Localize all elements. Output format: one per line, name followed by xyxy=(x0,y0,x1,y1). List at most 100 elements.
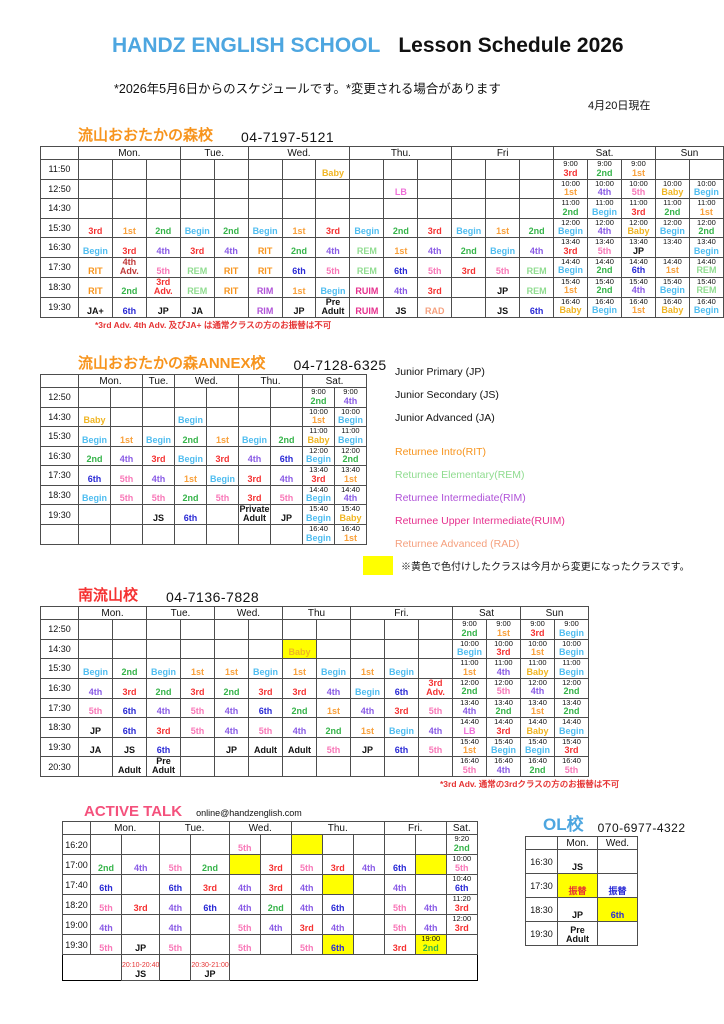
schedule-cell: 14:40 Begin xyxy=(302,484,335,505)
schedule-cell: 12:00 Begin xyxy=(553,217,589,238)
schedule-cell: REM xyxy=(519,256,555,278)
day-header: Wed. xyxy=(597,836,638,850)
schedule-cell xyxy=(190,834,230,855)
schedule-cell: 2nd xyxy=(190,854,230,875)
schedule-cell xyxy=(321,834,354,855)
schedule-cell xyxy=(417,159,453,180)
schedule-cell: 11:00 Baby xyxy=(520,658,555,679)
corner-cell xyxy=(40,146,79,160)
time-label: 18:30 xyxy=(40,484,79,505)
day-header: Fri xyxy=(451,146,555,160)
schedule-cell: 2nd xyxy=(146,677,181,699)
schedule-cell xyxy=(179,159,215,180)
schedule-cell xyxy=(350,619,385,640)
school-name: 流山おおたかの森校 xyxy=(78,127,214,144)
schedule-cell xyxy=(110,406,143,427)
schedule-cell xyxy=(282,756,317,777)
schedule-cell: Begin xyxy=(349,217,385,238)
schedule-cell: 2nd xyxy=(174,484,207,505)
section-ol: OL校 070-6977-4322 Mon. Wed. 16:30 JS 17:30 振替… xyxy=(525,810,686,946)
schedule-cell xyxy=(352,834,385,855)
schedule-cell xyxy=(146,638,181,659)
schedule-cell xyxy=(418,638,453,659)
schedule-cell xyxy=(190,934,230,955)
schedule-cell xyxy=(179,178,215,199)
schedule-cell: 3rd xyxy=(179,237,215,258)
schedule-cell: 12:00 2nd xyxy=(452,677,487,699)
time-label: 20:30 xyxy=(40,756,79,777)
page-title: HANDZ ENGLISH SCHOOL Lesson Schedule 2026 xyxy=(112,34,624,58)
schedule-cell: 9:00 1st xyxy=(620,159,656,180)
time-label: 17:30 xyxy=(525,873,558,898)
corner-cell xyxy=(525,836,558,850)
schedule-cell xyxy=(213,296,249,318)
day-header: Mon. xyxy=(78,606,147,620)
schedule-cell: 11:00 Baby xyxy=(302,426,335,447)
time-label: 19:30 xyxy=(40,736,79,757)
schedule-cell: 4th xyxy=(290,894,323,915)
schedule-cell: Begin xyxy=(247,217,283,238)
schedule-cell: 14:40 4th xyxy=(334,484,367,505)
schedule-cell xyxy=(445,934,478,955)
schedule-cell xyxy=(78,524,111,545)
schedule-cell: 15:40 1st xyxy=(553,276,589,298)
schedule-cell: 14:40 Baby xyxy=(520,717,555,738)
schedule-cell: 4th xyxy=(120,854,161,875)
schedule-cell: 15:40 Baby xyxy=(334,504,367,525)
day-header: Tue. xyxy=(146,606,215,620)
schedule-cell: REM xyxy=(179,256,215,278)
schedule-cell xyxy=(270,524,303,545)
schedule-cell: 6th xyxy=(321,934,354,955)
schedule-cell: 1st xyxy=(111,217,147,238)
schedule-cell: 4th xyxy=(146,697,181,718)
schedule-cell xyxy=(418,756,453,777)
school-name: ACTIVE TALK xyxy=(84,803,183,820)
time-label: 16:20 xyxy=(62,834,91,855)
section-activetalk: ACTIVE TALK online@handzenglish.com Mon.… xyxy=(62,803,478,981)
schedule-cell xyxy=(352,894,385,915)
schedule-cell xyxy=(597,921,638,946)
schedule-cell: 6th xyxy=(111,296,147,318)
schedule-cell: 1st xyxy=(206,426,239,447)
schedule-cell: 6th xyxy=(597,897,638,922)
schedule-cell: 3rd xyxy=(290,914,323,935)
day-header: Wed. xyxy=(247,146,351,160)
schedule-cell xyxy=(352,934,385,955)
schedule-cell xyxy=(228,854,261,875)
schedule-cell: 1st xyxy=(350,658,385,679)
schedule-cell: 15:40 REM xyxy=(688,276,724,298)
schedule-cell: JP xyxy=(120,934,161,955)
schedule-grid-minami: Mon. Tue. Wed. Thu Fri. Sat Sun 12:50 9:00 2nd 9:0… xyxy=(40,606,619,777)
schedule-cell: 5th xyxy=(383,914,416,935)
schedule-cell: Begin xyxy=(384,658,419,679)
schedule-cell: RIT xyxy=(247,237,283,258)
schedule-cell: 4th xyxy=(315,237,351,258)
schedule-cell xyxy=(142,524,175,545)
schedule-cell: RAD xyxy=(417,296,453,318)
schedule-cell: 12:00 5th xyxy=(486,677,521,699)
schedule-cell xyxy=(213,178,249,199)
schedule-cell: JS xyxy=(383,296,419,318)
schedule-cell: 14:40 LB xyxy=(452,717,487,738)
schedule-cell: JP xyxy=(270,504,303,525)
schedule-cell: 6th xyxy=(146,736,181,757)
schedule-cell: 3rd xyxy=(248,677,283,699)
schedule-cell xyxy=(259,834,292,855)
schedule-cell: REM xyxy=(349,237,385,258)
schedule-cell: Begin xyxy=(350,677,385,699)
day-header: Mon. xyxy=(78,374,143,388)
corner-cell xyxy=(62,821,91,835)
schedule-cell xyxy=(190,914,230,935)
time-label: 19:00 xyxy=(62,914,91,935)
legend-item: Returnee Advanced (RAD) xyxy=(395,538,520,550)
schedule-cell: 2nd xyxy=(259,894,292,915)
time-label: 15:30 xyxy=(40,217,79,238)
schedule-cell: 15:40 Begin xyxy=(302,504,335,525)
time-label: 16:30 xyxy=(40,677,79,699)
schedule-cell: 16:40 2nd xyxy=(520,756,555,777)
schedule-cell: 13:40 1st xyxy=(334,465,367,486)
time-label: 16:30 xyxy=(40,237,79,258)
schedule-cell: 9:00 3rd xyxy=(520,619,555,640)
section-otakanomori: 流山おおたかの森校 04-7197-5121 Mon. Tue. Wed. Thu. F… xyxy=(40,124,724,331)
schedule-cell: 5th xyxy=(110,465,143,486)
